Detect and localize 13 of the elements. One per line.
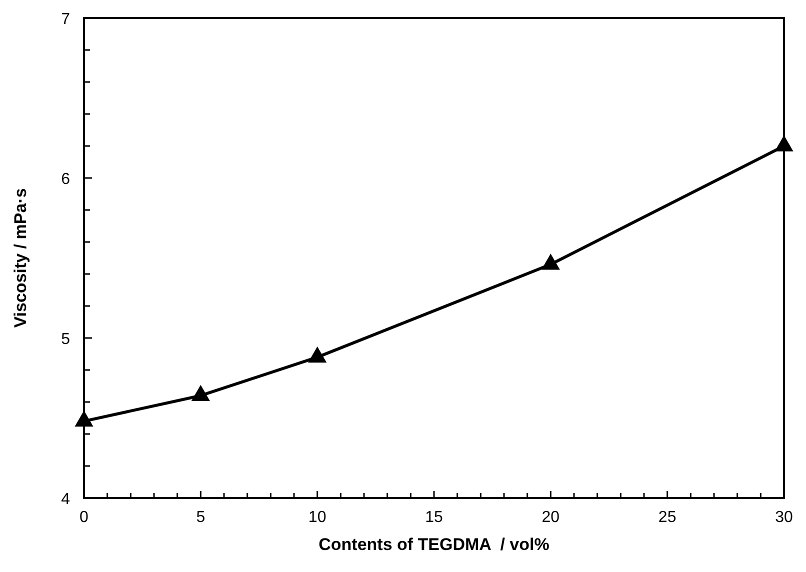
x-tick-label: 15 — [425, 509, 443, 526]
x-axis-title: Contents of TEGDMA / vol% — [318, 535, 550, 554]
x-tick-label: 10 — [308, 509, 326, 526]
y-axis-title: Viscosity / mPa·s — [11, 188, 30, 328]
x-tick-label: 0 — [80, 509, 89, 526]
x-tick-label: 25 — [658, 509, 676, 526]
x-tick-label: 30 — [775, 509, 793, 526]
y-tick-label: 4 — [61, 491, 70, 508]
x-tick-label: 5 — [196, 509, 206, 526]
x-tick-label: 20 — [542, 509, 560, 526]
y-tick-label: 6 — [61, 171, 70, 188]
y-tick-label: 5 — [61, 331, 70, 348]
y-tick-label: 7 — [61, 11, 70, 28]
